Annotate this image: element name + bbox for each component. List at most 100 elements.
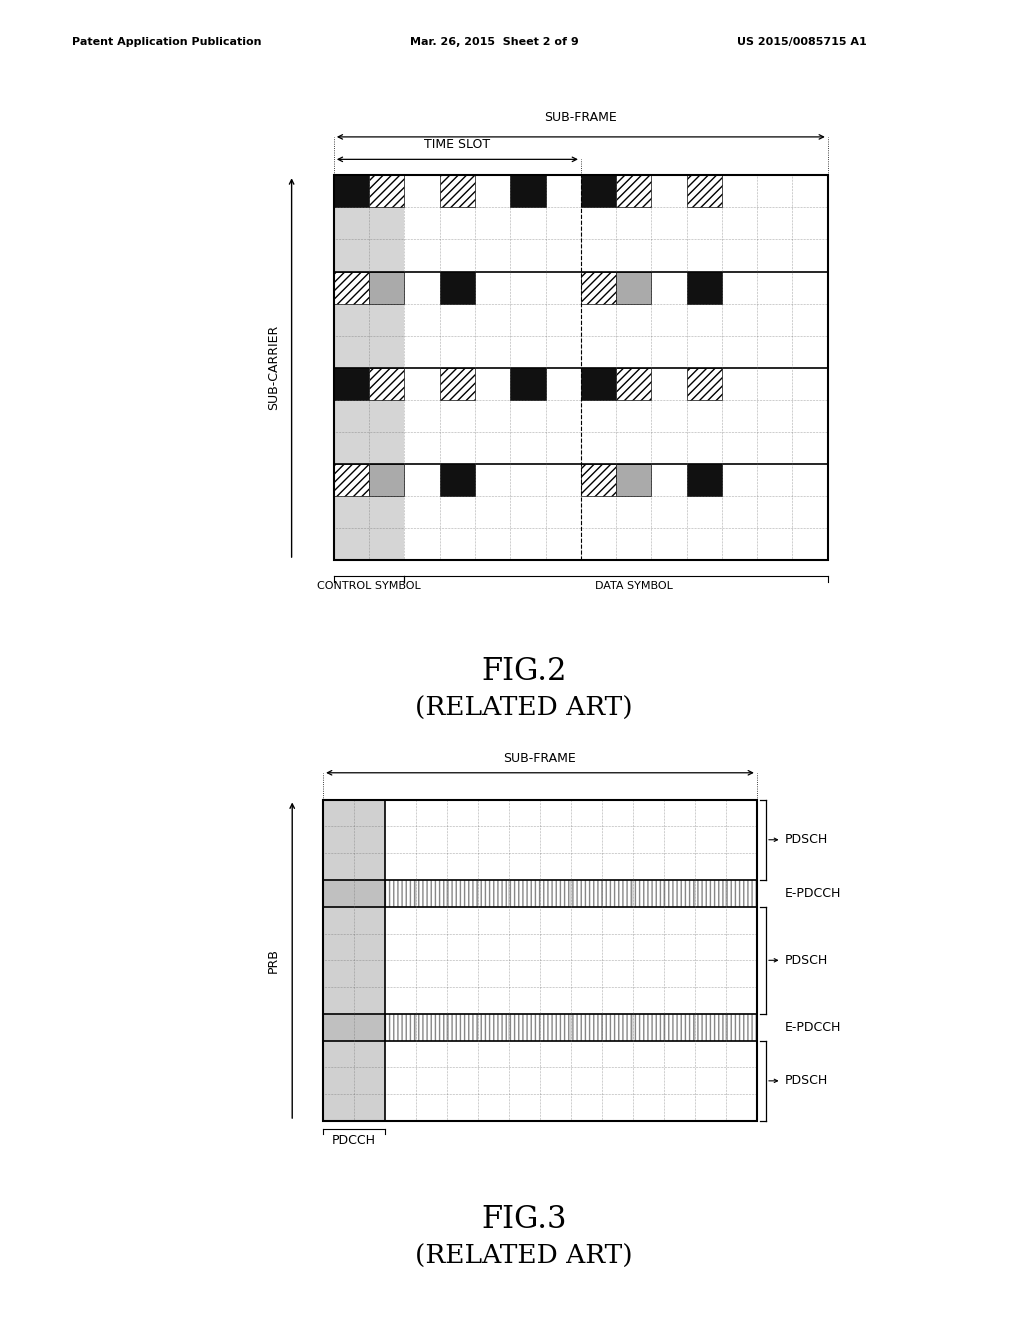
Bar: [334, 368, 370, 400]
Bar: [385, 1014, 416, 1040]
Bar: [616, 304, 651, 335]
Bar: [324, 880, 354, 907]
Bar: [370, 368, 404, 400]
Bar: [722, 432, 757, 463]
Bar: [616, 176, 651, 207]
Bar: [509, 1014, 540, 1040]
Bar: [695, 961, 726, 987]
Text: PDCCH: PDCCH: [332, 1134, 376, 1147]
Bar: [726, 880, 757, 907]
Bar: [687, 304, 722, 335]
Bar: [475, 463, 510, 496]
Bar: [447, 880, 478, 907]
Bar: [334, 176, 827, 560]
Bar: [404, 304, 439, 335]
Bar: [581, 272, 616, 304]
Bar: [602, 961, 633, 987]
Bar: [370, 176, 404, 207]
Bar: [722, 239, 757, 272]
Bar: [439, 463, 475, 496]
Bar: [478, 961, 509, 987]
Bar: [602, 853, 633, 880]
Bar: [385, 880, 416, 907]
Bar: [571, 1094, 602, 1121]
Bar: [695, 880, 726, 907]
Bar: [540, 826, 571, 853]
Bar: [370, 496, 404, 528]
Bar: [324, 800, 757, 1121]
Bar: [757, 239, 793, 272]
Bar: [475, 335, 510, 368]
Bar: [757, 176, 793, 207]
Bar: [546, 432, 581, 463]
Bar: [478, 1014, 509, 1040]
Bar: [404, 335, 439, 368]
Bar: [478, 853, 509, 880]
Bar: [416, 1068, 447, 1094]
Bar: [602, 933, 633, 961]
Bar: [616, 463, 651, 496]
Bar: [510, 368, 546, 400]
Text: PDSCH: PDSCH: [784, 954, 827, 966]
Bar: [546, 207, 581, 239]
Bar: [793, 335, 827, 368]
Bar: [664, 907, 695, 933]
Bar: [404, 463, 439, 496]
Bar: [687, 463, 722, 496]
Bar: [447, 933, 478, 961]
Bar: [695, 907, 726, 933]
Bar: [687, 272, 722, 304]
Bar: [664, 1014, 695, 1040]
Bar: [546, 463, 581, 496]
Bar: [695, 880, 726, 907]
Bar: [695, 1068, 726, 1094]
Bar: [687, 432, 722, 463]
Bar: [571, 880, 602, 907]
Bar: [324, 933, 354, 961]
Bar: [324, 826, 354, 853]
Bar: [651, 239, 687, 272]
Bar: [478, 1068, 509, 1094]
Bar: [571, 853, 602, 880]
Bar: [475, 304, 510, 335]
Bar: [664, 1094, 695, 1121]
Bar: [546, 272, 581, 304]
Bar: [447, 1094, 478, 1121]
Bar: [354, 1014, 385, 1040]
Bar: [616, 496, 651, 528]
Bar: [695, 1014, 726, 1040]
Bar: [664, 853, 695, 880]
Bar: [616, 432, 651, 463]
Bar: [633, 800, 664, 826]
Bar: [757, 335, 793, 368]
Bar: [478, 1014, 509, 1040]
Bar: [416, 880, 447, 907]
Bar: [404, 272, 439, 304]
Bar: [757, 528, 793, 560]
Bar: [571, 800, 602, 826]
Bar: [651, 432, 687, 463]
Bar: [354, 1014, 385, 1040]
Bar: [687, 368, 722, 400]
Bar: [324, 1014, 354, 1040]
Bar: [354, 961, 385, 987]
Bar: [510, 400, 546, 432]
Bar: [475, 176, 510, 207]
Bar: [334, 272, 370, 304]
Bar: [354, 880, 385, 907]
Bar: [385, 1094, 416, 1121]
Bar: [370, 400, 404, 432]
Bar: [726, 1014, 757, 1040]
Bar: [651, 496, 687, 528]
Bar: [439, 528, 475, 560]
Text: DATA SYMBOL: DATA SYMBOL: [595, 581, 673, 591]
Bar: [510, 304, 546, 335]
Bar: [540, 880, 571, 907]
Bar: [664, 933, 695, 961]
Bar: [404, 400, 439, 432]
Bar: [695, 1014, 726, 1040]
Bar: [324, 853, 354, 880]
Bar: [571, 907, 602, 933]
Bar: [546, 304, 581, 335]
Bar: [726, 1040, 757, 1068]
